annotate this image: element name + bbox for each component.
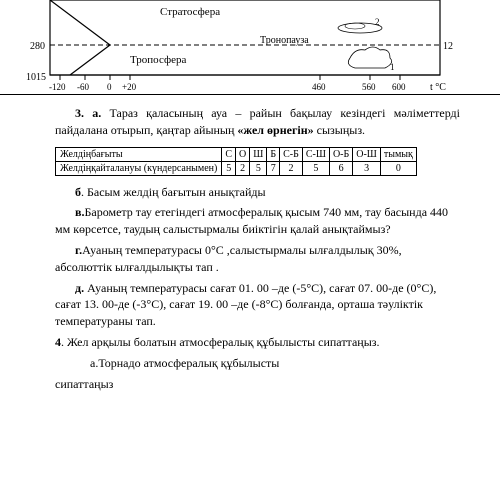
item-4a: а.Торнадо атмосфералық құбылысты <box>55 355 460 372</box>
cell: С-Б <box>280 147 303 161</box>
q3-num: 3. а. <box>75 106 101 120</box>
svg-text:-60: -60 <box>77 82 89 92</box>
g-text: Ауаның температурасы 0°С ,салыстырмалы ы… <box>55 243 402 274</box>
cell: С <box>222 147 236 161</box>
cell: Ш <box>250 147 267 161</box>
row1-label: Желдіңбағыты <box>56 147 222 161</box>
b-text: . Басым желдің бағытын анықтайды <box>81 185 266 199</box>
item-g: г.Ауаның температурасы 0°С ,салыстырмалы… <box>55 242 460 276</box>
q4a2-text: сипаттаңыз <box>55 377 113 391</box>
atmosphere-diagram: Стратосфера Тронопауза Тропосфера 280 12… <box>0 0 500 95</box>
tropo-label: Тропосфера <box>130 54 186 66</box>
svg-text:280: 280 <box>30 41 45 52</box>
row2-label: Желдіңқайталануы (күндерсанымен) <box>56 161 222 175</box>
svg-text:1015: 1015 <box>26 72 46 83</box>
item-v: в.Барометр тау етегіндегі атмосфералық қ… <box>55 204 460 238</box>
cell: 5 <box>250 161 267 175</box>
cell: 2 <box>280 161 303 175</box>
item-d: д. Ауаның температурасы сағат 01. 00 –де… <box>55 280 460 330</box>
table-row: Желдіңқайталануы (күндерсанымен) 5 2 5 7… <box>56 161 417 175</box>
svg-text:0: 0 <box>107 82 112 92</box>
trono-label: Тронопауза <box>260 35 309 46</box>
item-4a2: сипаттаңыз <box>55 376 460 393</box>
q4a-text: а.Торнадо атмосфералық құбылысты <box>90 356 279 370</box>
svg-text:t °C: t °C <box>430 82 446 93</box>
cell: О-Ш <box>353 147 381 161</box>
cell: 7 <box>267 161 280 175</box>
strato-label: Стратосфера <box>160 6 220 18</box>
document-body: 3. а. Тараз қаласының ауа – райын бақыла… <box>0 95 500 406</box>
cell: С-Ш <box>302 147 329 161</box>
cell: О-Б <box>329 147 352 161</box>
svg-text:560: 560 <box>362 82 376 92</box>
q4-text: . Жел арқылы болатын атмосфералық құбылы… <box>61 335 380 349</box>
cell: 5 <box>222 161 236 175</box>
svg-text:+20: +20 <box>122 82 137 92</box>
cell: 6 <box>329 161 352 175</box>
svg-text:460: 460 <box>312 82 326 92</box>
question-4: 4. Жел арқылы болатын атмосфералық құбыл… <box>55 334 460 351</box>
cell: 3 <box>353 161 381 175</box>
q3-bold: «жел өрнегін» <box>237 123 313 137</box>
cell: Б <box>267 147 280 161</box>
wind-table: Желдіңбағыты С О Ш Б С-Б С-Ш О-Б О-Ш тым… <box>55 147 417 176</box>
question-3a: 3. а. Тараз қаласының ауа – райын бақыла… <box>55 105 460 139</box>
cell: тымық <box>380 147 416 161</box>
cell: 5 <box>302 161 329 175</box>
svg-text:2: 2 <box>375 17 380 27</box>
d-text: Ауаның температурасы сағат 01. 00 –де (-… <box>55 281 436 329</box>
item-b: б. Басым желдің бағытын анықтайды <box>55 184 460 201</box>
svg-text:600: 600 <box>392 82 406 92</box>
cell: 0 <box>380 161 416 175</box>
v-text: Барометр тау етегіндегі атмосфералық қыс… <box>55 205 448 236</box>
svg-text:-120: -120 <box>49 82 66 92</box>
q3-text2: сызыңыз. <box>314 123 365 137</box>
cell: 2 <box>236 161 250 175</box>
svg-text:1: 1 <box>390 62 395 72</box>
cell: О <box>236 147 250 161</box>
d-label: д. <box>75 281 84 295</box>
table-row: Желдіңбағыты С О Ш Б С-Б С-Ш О-Б О-Ш тым… <box>56 147 417 161</box>
svg-text:12: 12 <box>443 41 453 52</box>
